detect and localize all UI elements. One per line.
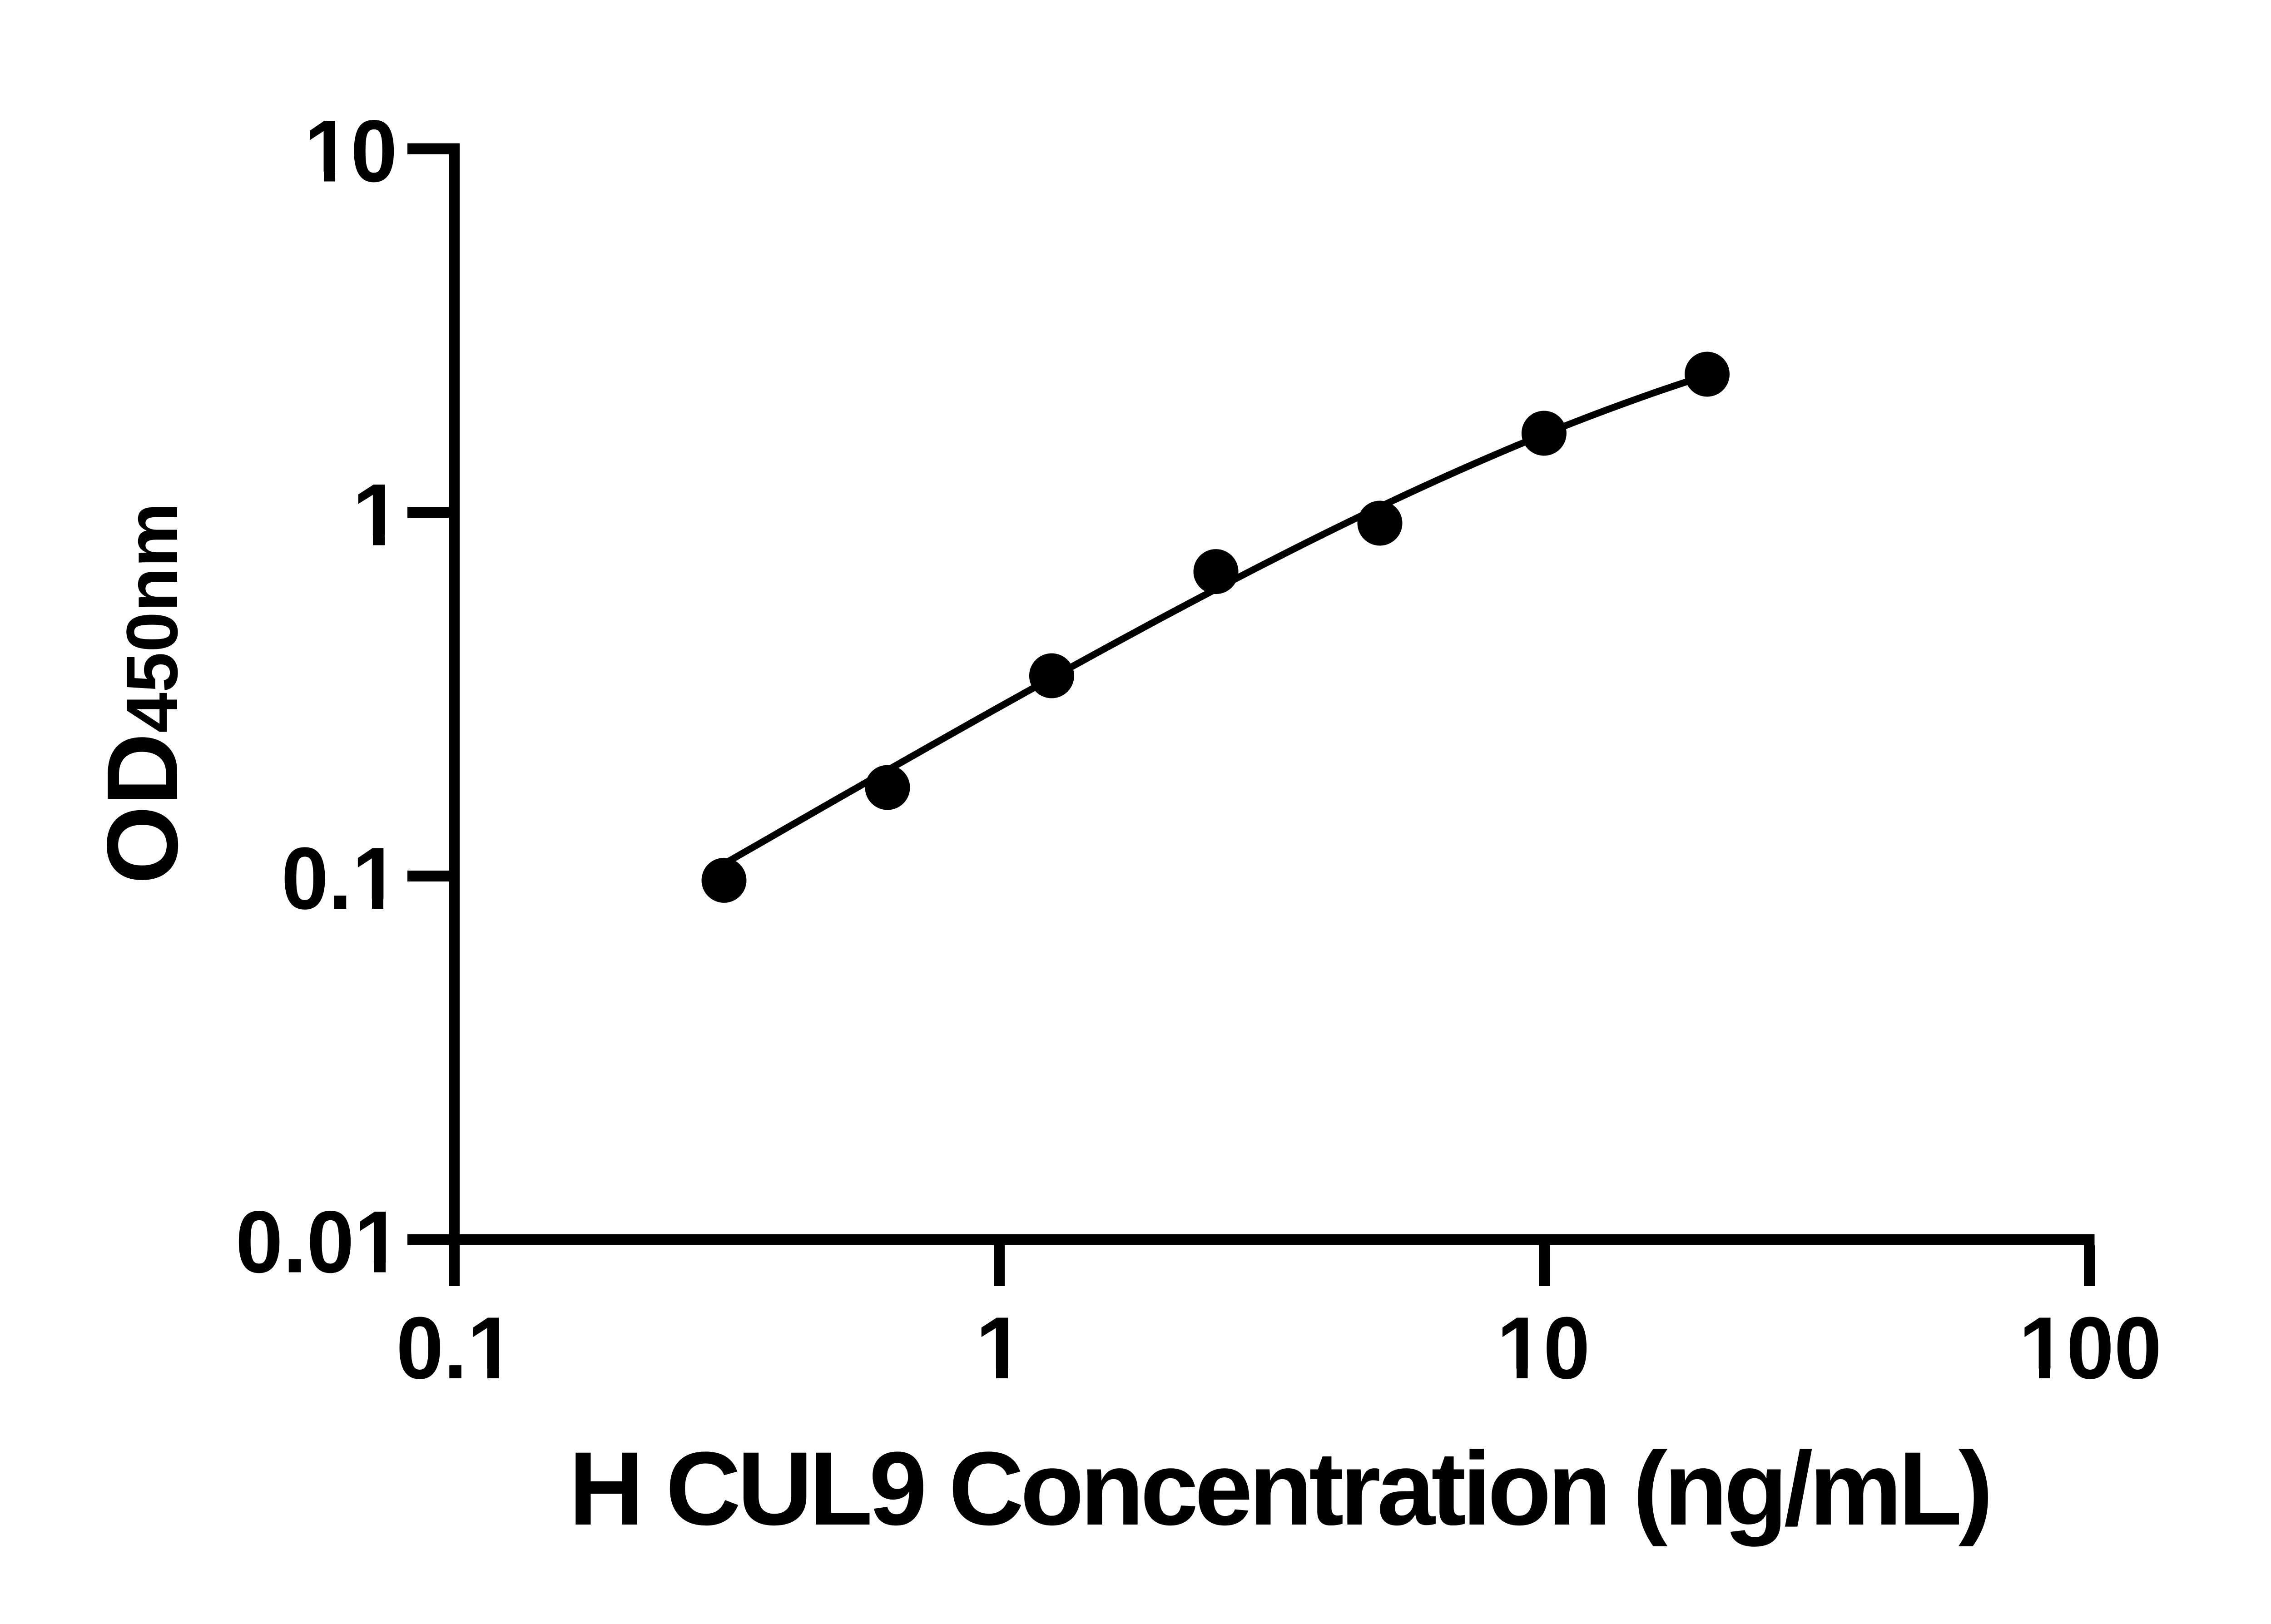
svg-text:H CUL9 Concentration (ng/mL): H CUL9 Concentration (ng/mL) <box>569 1430 1989 1547</box>
svg-text:10: 10 <box>1497 1299 1590 1397</box>
svg-text:100: 100 <box>2019 1299 2162 1397</box>
svg-text:10: 10 <box>304 102 397 200</box>
svg-text:0.01: 0.01 <box>235 1193 402 1291</box>
svg-text:0.1: 0.1 <box>281 830 399 928</box>
svg-text:1: 1 <box>976 1299 1025 1397</box>
svg-text:0.1: 0.1 <box>396 1299 515 1397</box>
svg-text:1: 1 <box>352 466 402 564</box>
